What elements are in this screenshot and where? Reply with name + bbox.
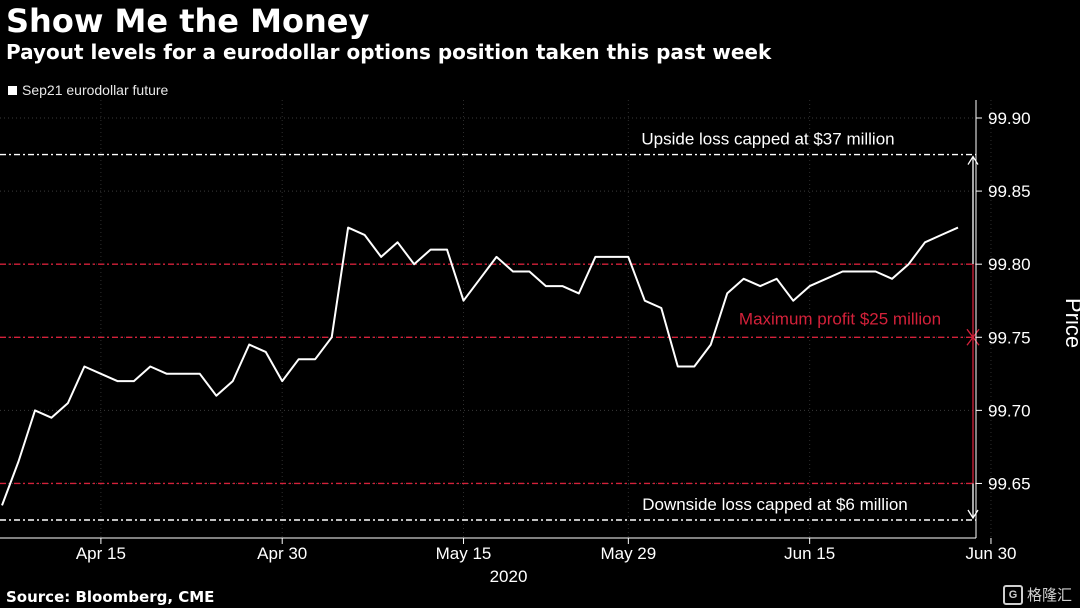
x-tick-label: Jun 30 [965,544,1016,563]
profit-arrow-down [966,336,980,346]
chart-title: Show Me the Money [6,2,370,40]
y-axis-title: Price [1061,298,1080,348]
chart-subtitle: Payout levels for a eurodollar options p… [6,40,772,64]
y-tick-label: 99.90 [988,109,1031,128]
x-tick-label: Apr 15 [76,544,126,563]
series-layer [1,226,959,506]
series-line-sep21 [1,226,959,506]
legend: Sep21 eurodollar future [8,82,168,98]
y-tick-label: 99.85 [988,182,1031,201]
source-note: Source: Bloomberg, CME [6,588,215,606]
axes: 99.65 99.70 99.75 99.80 99.85 99.90 Apr 15 Apr … [0,100,1080,586]
x-year-label: 2020 [490,567,528,586]
y-tick-label: 99.65 [988,474,1031,493]
grid-lines [0,100,992,538]
legend-label: Sep21 eurodollar future [22,82,169,98]
x-tick-label: Apr 30 [257,544,307,563]
x-tick-label: May 29 [600,544,656,563]
y-tick-label: 99.80 [988,255,1031,274]
legend-swatch [8,85,17,95]
payout-brackets [966,155,980,520]
watermark: G 格隆汇 [1002,584,1072,605]
y-tick-label: 99.75 [988,328,1031,347]
reference-lines: Upside loss capped at $37 million Maximum… [0,130,976,521]
y-tick-label: 99.70 [988,401,1031,420]
watermark-logo: G [1002,584,1023,605]
annotation-downside: Downside loss capped at $6 million [642,495,908,514]
annotation-max-profit: Maximum profit $25 million [739,309,941,328]
watermark-text: 格隆汇 [1026,587,1072,604]
x-tick-label: Jun 15 [784,544,835,563]
x-tick-label: May 15 [436,544,492,563]
annotation-upside: Upside loss capped at $37 million [641,130,894,149]
